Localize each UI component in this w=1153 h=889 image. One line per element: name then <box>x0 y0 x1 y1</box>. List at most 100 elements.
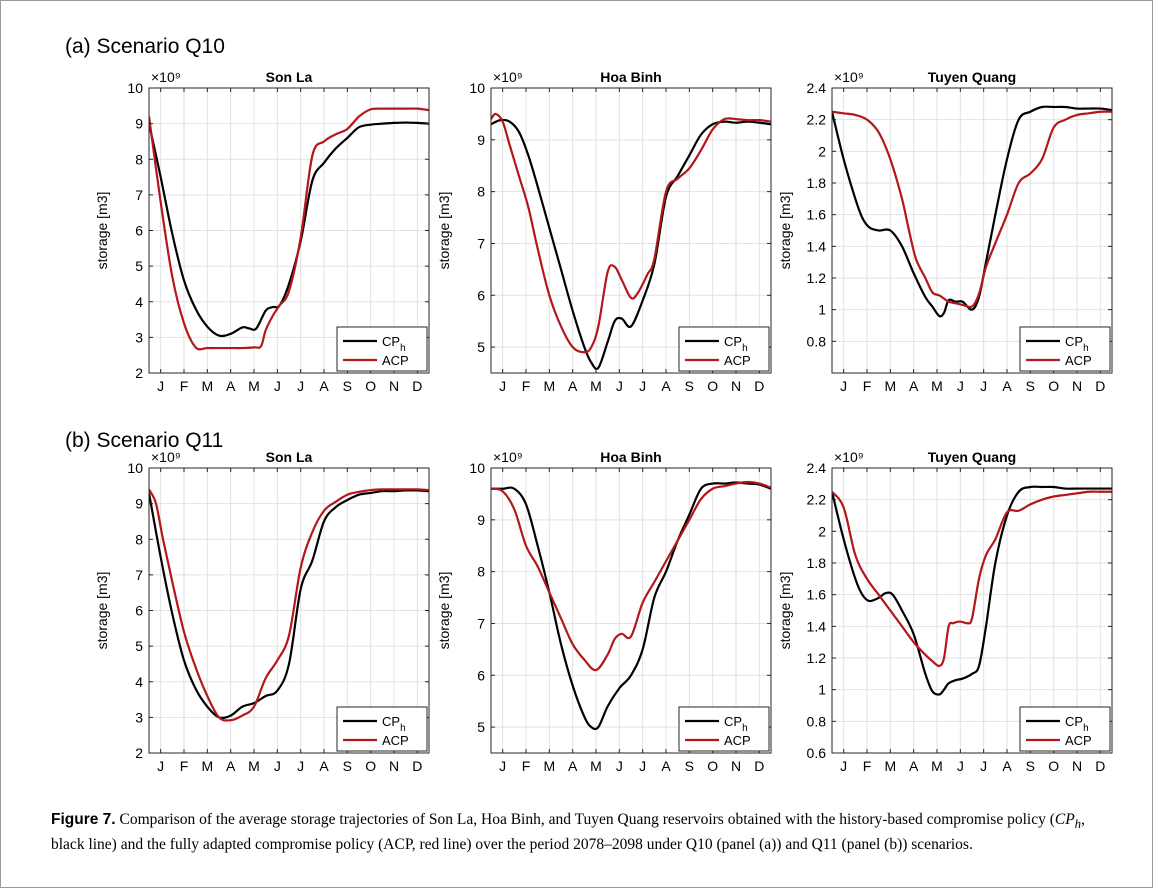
y-tick-label: 3 <box>135 329 143 345</box>
y-tick-label: 1.6 <box>807 587 827 603</box>
x-tick-label: A <box>661 378 671 394</box>
x-tick-label: F <box>180 758 189 774</box>
subplot-title: Son La <box>266 69 313 85</box>
y-tick-label: 8 <box>477 564 485 580</box>
x-tick-label: O <box>1048 378 1059 394</box>
axes-frame <box>831 467 1113 754</box>
x-tick-label: J <box>499 378 506 394</box>
axes-frame <box>490 87 772 374</box>
x-tick-label: J <box>297 758 304 774</box>
y-axis-label: storage [m3] <box>436 192 452 270</box>
x-tick-label: S <box>685 378 694 394</box>
x-tick-label: J <box>980 758 987 774</box>
legend-box <box>678 706 770 752</box>
y-tick-label: 10 <box>127 460 143 476</box>
x-tick-label: S <box>1026 378 1035 394</box>
chart-6: 0.60.811.21.41.61.822.22.4J F M A M J J A S O N DTu… <box>777 449 1113 774</box>
x-tick-label: N <box>389 378 399 394</box>
legend-entry-acp: ACP <box>1065 733 1092 748</box>
y-tick-label: 8 <box>477 184 485 200</box>
x-tick-label: A <box>319 758 329 774</box>
y-tick-label: 5 <box>135 638 143 654</box>
x-tick-label: D <box>1095 758 1105 774</box>
x-tick-label: J <box>297 378 304 394</box>
x-tick-label: O <box>365 758 376 774</box>
x-tick-label: N <box>389 758 399 774</box>
legend-entry-cph: CPh <box>382 714 406 734</box>
x-tick-label: F <box>522 758 531 774</box>
y-tick-label: 2.2 <box>807 492 827 508</box>
caption-text: Comparison of the average storage trajec… <box>115 811 1055 828</box>
x-tick-label: F <box>863 758 872 774</box>
y-exponent-label: ×10⁹ <box>151 449 181 465</box>
x-tick-label: F <box>180 378 189 394</box>
x-tick-label: A <box>319 378 329 394</box>
caption-policy-sub: h <box>1074 816 1082 832</box>
x-tick-label: N <box>1072 378 1082 394</box>
y-tick-label: 1 <box>818 302 826 318</box>
y-axis-label: storage [m3] <box>777 192 793 270</box>
x-tick-label: O <box>365 378 376 394</box>
x-tick-label: J <box>616 378 623 394</box>
x-tick-label: M <box>543 378 555 394</box>
y-tick-label: 10 <box>469 80 485 96</box>
series-line-acp <box>149 107 429 351</box>
x-tick-label: J <box>957 378 964 394</box>
x-tick-label: M <box>931 758 943 774</box>
y-tick-label: 0.6 <box>807 745 827 761</box>
x-tick-label: A <box>226 758 236 774</box>
legend-box <box>336 326 428 372</box>
y-axis-label: storage [m3] <box>436 572 452 650</box>
y-exponent-label: ×10⁹ <box>151 69 181 85</box>
x-tick-label: J <box>499 758 506 774</box>
y-tick-label: 5 <box>135 258 143 274</box>
panel-heading-b: (b) Scenario Q11 <box>65 429 223 452</box>
x-tick-label: A <box>568 378 578 394</box>
y-exponent-label: ×10⁹ <box>493 449 523 465</box>
x-tick-label: S <box>343 758 352 774</box>
y-tick-label: 0.8 <box>807 713 827 729</box>
x-tick-label: A <box>226 378 236 394</box>
series-line-cph <box>491 481 771 731</box>
x-tick-label: D <box>412 758 422 774</box>
legend-entry-cph: CPh <box>724 714 748 734</box>
x-tick-label: D <box>754 758 764 774</box>
x-tick-label: A <box>661 758 671 774</box>
subplot-title: Son La <box>266 449 313 465</box>
series-line-acp <box>491 112 771 354</box>
x-tick-label: O <box>707 378 718 394</box>
x-tick-label: A <box>909 378 919 394</box>
plot-area <box>491 468 771 753</box>
x-tick-label: N <box>1072 758 1082 774</box>
x-tick-label: D <box>1095 378 1105 394</box>
y-tick-label: 8 <box>135 531 143 547</box>
y-tick-label: 3 <box>135 709 143 725</box>
x-tick-label: S <box>1026 758 1035 774</box>
x-tick-label: N <box>731 758 741 774</box>
figure-caption: Figure 7. Comparison of the average stor… <box>51 809 1121 855</box>
subplot-title: Hoa Binh <box>600 449 661 465</box>
legend-entry-cph: CPh <box>1065 334 1089 354</box>
y-tick-label: 1.4 <box>807 238 827 254</box>
x-tick-label: A <box>909 758 919 774</box>
y-tick-label: 1.2 <box>807 650 827 666</box>
y-tick-label: 9 <box>135 496 143 512</box>
legend-entry-cph: CPh <box>1065 714 1089 734</box>
panel-heading-a: (a) Scenario Q10 <box>65 35 225 58</box>
y-tick-label: 1.8 <box>807 555 827 571</box>
y-tick-label: 6 <box>477 287 485 303</box>
x-tick-label: F <box>522 378 531 394</box>
x-tick-label: F <box>863 378 872 394</box>
y-tick-label: 1.6 <box>807 207 827 223</box>
y-tick-label: 6 <box>135 223 143 239</box>
y-tick-label: 7 <box>477 235 485 251</box>
y-tick-label: 2.2 <box>807 112 827 128</box>
y-tick-label: 1 <box>818 682 826 698</box>
series-line-cph <box>832 105 1112 318</box>
x-tick-label: D <box>754 378 764 394</box>
